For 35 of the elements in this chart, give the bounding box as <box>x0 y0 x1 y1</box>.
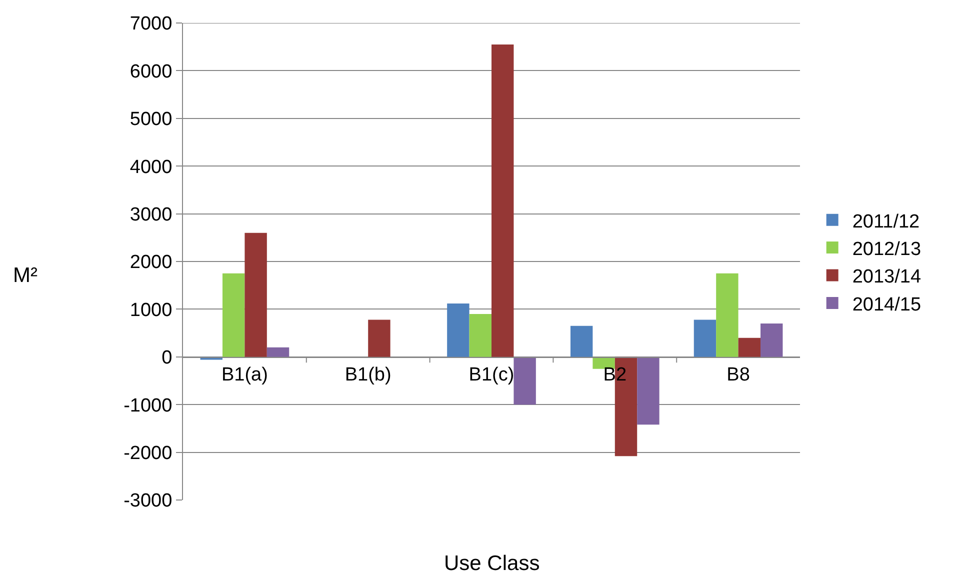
bar <box>514 356 536 405</box>
bar <box>266 347 290 357</box>
bar <box>716 273 738 357</box>
legend-label: 2012/13 <box>852 238 922 260</box>
bar <box>694 320 716 357</box>
y-tick-label: -1000 <box>124 395 172 416</box>
x-tick-label: B1(c) <box>468 364 514 386</box>
y-tick-label: 5000 <box>130 109 172 130</box>
bar <box>368 320 390 357</box>
y-tick-label: 6000 <box>130 61 172 82</box>
bar <box>760 324 783 357</box>
y-tick-label: 1000 <box>130 300 172 321</box>
y-tick-label: -3000 <box>124 490 172 512</box>
x-tick-label: B1(a) <box>221 364 268 386</box>
bar <box>244 232 267 357</box>
bar <box>492 44 514 357</box>
bar <box>469 314 492 357</box>
bar <box>447 303 470 357</box>
bar <box>222 273 245 357</box>
y-tick-label: 7000 <box>130 14 172 35</box>
bar <box>637 356 660 425</box>
x-tick-label: B1(b) <box>344 364 392 386</box>
y-tick-label: 0 <box>162 348 172 369</box>
legend-label: 2014/15 <box>852 294 922 316</box>
y-tick-label: 3000 <box>130 204 172 226</box>
legend-label: 2013/14 <box>852 266 922 288</box>
x-axis-title: Use Class <box>444 552 540 575</box>
y-tick-label: 4000 <box>130 156 172 178</box>
bar <box>738 338 761 357</box>
legend-label: 2011/12 <box>852 211 920 232</box>
y-axis-title: M² <box>13 264 38 287</box>
y-tick-label: 2000 <box>130 252 172 274</box>
y-tick-label: -2000 <box>124 442 172 464</box>
bar <box>570 326 593 357</box>
x-tick-label: B8 <box>726 364 750 386</box>
